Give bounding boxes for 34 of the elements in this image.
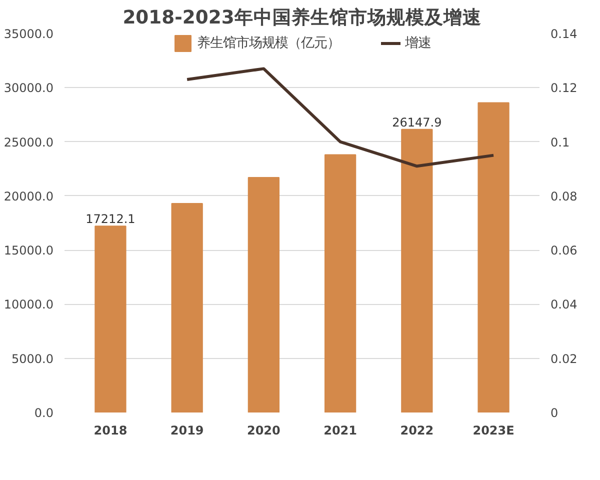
bar	[248, 177, 280, 412]
y-tick-label: 30000.0	[4, 81, 54, 96]
x-tick-label: 2020	[246, 424, 280, 438]
y2-tick-label: 0.06	[550, 244, 578, 258]
y2-tick-label: 0.14	[550, 27, 578, 41]
y-tick-label: 0.0	[34, 406, 54, 420]
y2-tick-label: 0.08	[550, 189, 578, 204]
bar	[478, 102, 510, 412]
y-tick-label: 35000.0	[4, 27, 54, 41]
chart-title: 2018-2023年中国养生馆市场规模及增速	[122, 6, 482, 28]
legend-label: 养生馆市场规模（亿元）	[197, 34, 340, 52]
bar	[401, 128, 433, 412]
data-label: 26147.9	[392, 115, 442, 130]
bar	[94, 226, 126, 412]
y-tick-label: 10000.0	[4, 298, 54, 312]
x-tick-label: 2022	[400, 424, 434, 438]
x-tick-label: 2023E	[472, 424, 514, 438]
y-tick-label: 20000.0	[4, 189, 54, 204]
data-label: 17212.1	[86, 212, 136, 226]
y2-tick-label: 0.04	[550, 298, 578, 312]
y-tick-label: 5000.0	[12, 352, 54, 366]
y-tick-label: 25000.0	[4, 135, 54, 150]
bar	[171, 203, 203, 412]
x-tick-label: 2019	[170, 424, 204, 438]
line-series	[186, 67, 496, 168]
y2-tick-label: 0	[550, 406, 558, 420]
y2-tick-label: 0.02	[550, 352, 578, 366]
y2-tick-label: 0.12	[550, 81, 578, 96]
y2-tick-label: 0.1	[550, 135, 570, 150]
bar	[324, 154, 356, 412]
x-tick-label: 2021	[324, 424, 358, 438]
y-tick-label: 15000.0	[4, 244, 54, 258]
x-tick-label: 2018	[94, 424, 128, 438]
legend-label: 增速	[405, 34, 431, 52]
